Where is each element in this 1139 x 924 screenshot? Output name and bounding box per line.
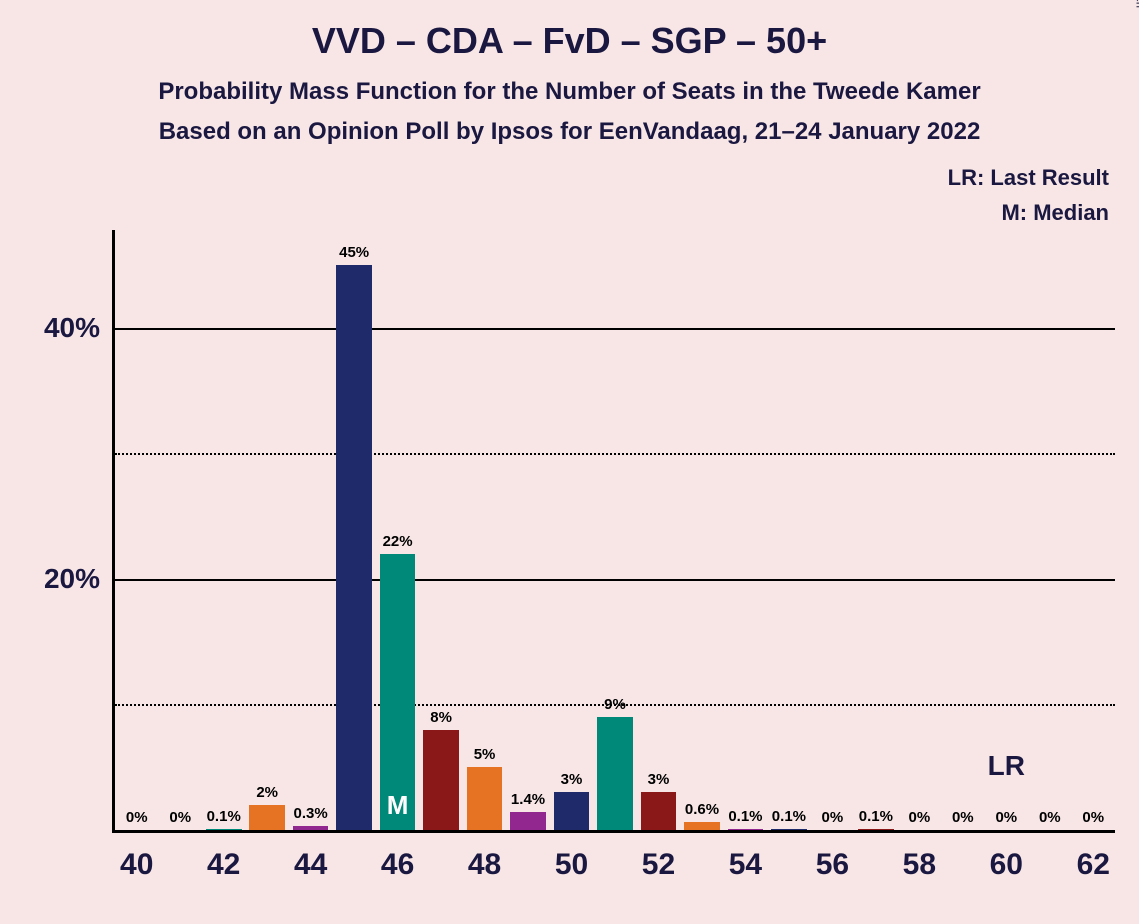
xtick-label: 44 (294, 848, 327, 882)
plot-area: 20%40%4042444648505254565860620%0%0.1%2%… (115, 240, 1115, 830)
bar (597, 717, 633, 830)
bar-value-label: 0% (952, 809, 974, 826)
median-mark: M (387, 790, 409, 821)
bar (423, 730, 459, 830)
bar (728, 829, 764, 830)
gridline-major (115, 579, 1115, 581)
bar (206, 829, 242, 830)
bar-value-label: 0.1% (859, 808, 893, 825)
xtick-label: 50 (555, 848, 588, 882)
bar-value-label: 22% (383, 533, 413, 550)
bar-value-label: 0% (169, 809, 191, 826)
last-result-mark: LR (988, 750, 1025, 782)
bar-value-label: 0.1% (772, 808, 806, 825)
bar-value-label: 0.6% (685, 801, 719, 818)
chart-title: VVD – CDA – FvD – SGP – 50+ (0, 20, 1139, 62)
xtick-label: 46 (381, 848, 414, 882)
bar-value-label: 0% (909, 809, 931, 826)
xtick-label: 62 (1077, 848, 1110, 882)
xtick-label: 52 (642, 848, 675, 882)
bar-value-label: 0% (822, 809, 844, 826)
legend-m: M: Median (1001, 200, 1109, 226)
bar-value-label: 0.1% (728, 808, 762, 825)
bar (858, 829, 894, 830)
bar-value-label: 9% (604, 696, 626, 713)
chart-subtitle-2: Based on an Opinion Poll by Ipsos for Ee… (0, 118, 1139, 146)
bar-value-label: 3% (561, 771, 583, 788)
bar-value-label: 3% (648, 771, 670, 788)
y-axis (112, 230, 115, 830)
chart-canvas: VVD – CDA – FvD – SGP – 50+ Probability … (0, 0, 1139, 924)
gridline-major (115, 328, 1115, 330)
bar (293, 826, 329, 830)
bar-value-label: 2% (256, 784, 278, 801)
bar (380, 554, 416, 830)
bar (771, 829, 807, 830)
bar (641, 792, 677, 830)
gridline-minor (115, 453, 1115, 455)
bar (336, 265, 372, 830)
ytick-label: 20% (44, 563, 100, 595)
xtick-label: 54 (729, 848, 762, 882)
xtick-label: 40 (120, 848, 153, 882)
xtick-label: 60 (990, 848, 1023, 882)
bar (510, 812, 546, 830)
copyright-text: © 2022 Filip van Laenen (1133, 0, 1139, 8)
bar-value-label: 0% (1082, 809, 1104, 826)
bar (249, 805, 285, 830)
bar (554, 792, 590, 830)
bar-value-label: 1.4% (511, 791, 545, 808)
x-axis (112, 830, 1115, 833)
bar-value-label: 0.1% (207, 808, 241, 825)
xtick-label: 48 (468, 848, 501, 882)
bar-value-label: 0% (1039, 809, 1061, 826)
bar-value-label: 8% (430, 709, 452, 726)
ytick-label: 40% (44, 312, 100, 344)
xtick-label: 58 (903, 848, 936, 882)
bar-value-label: 45% (339, 244, 369, 261)
legend-lr: LR: Last Result (948, 165, 1109, 191)
xtick-label: 56 (816, 848, 849, 882)
bar-value-label: 0.3% (294, 805, 328, 822)
bar-value-label: 0% (126, 809, 148, 826)
bar (467, 767, 503, 830)
bar (684, 822, 720, 830)
chart-subtitle-1: Probability Mass Function for the Number… (0, 78, 1139, 106)
bar-value-label: 0% (995, 809, 1017, 826)
bar-value-label: 5% (474, 746, 496, 763)
xtick-label: 42 (207, 848, 240, 882)
